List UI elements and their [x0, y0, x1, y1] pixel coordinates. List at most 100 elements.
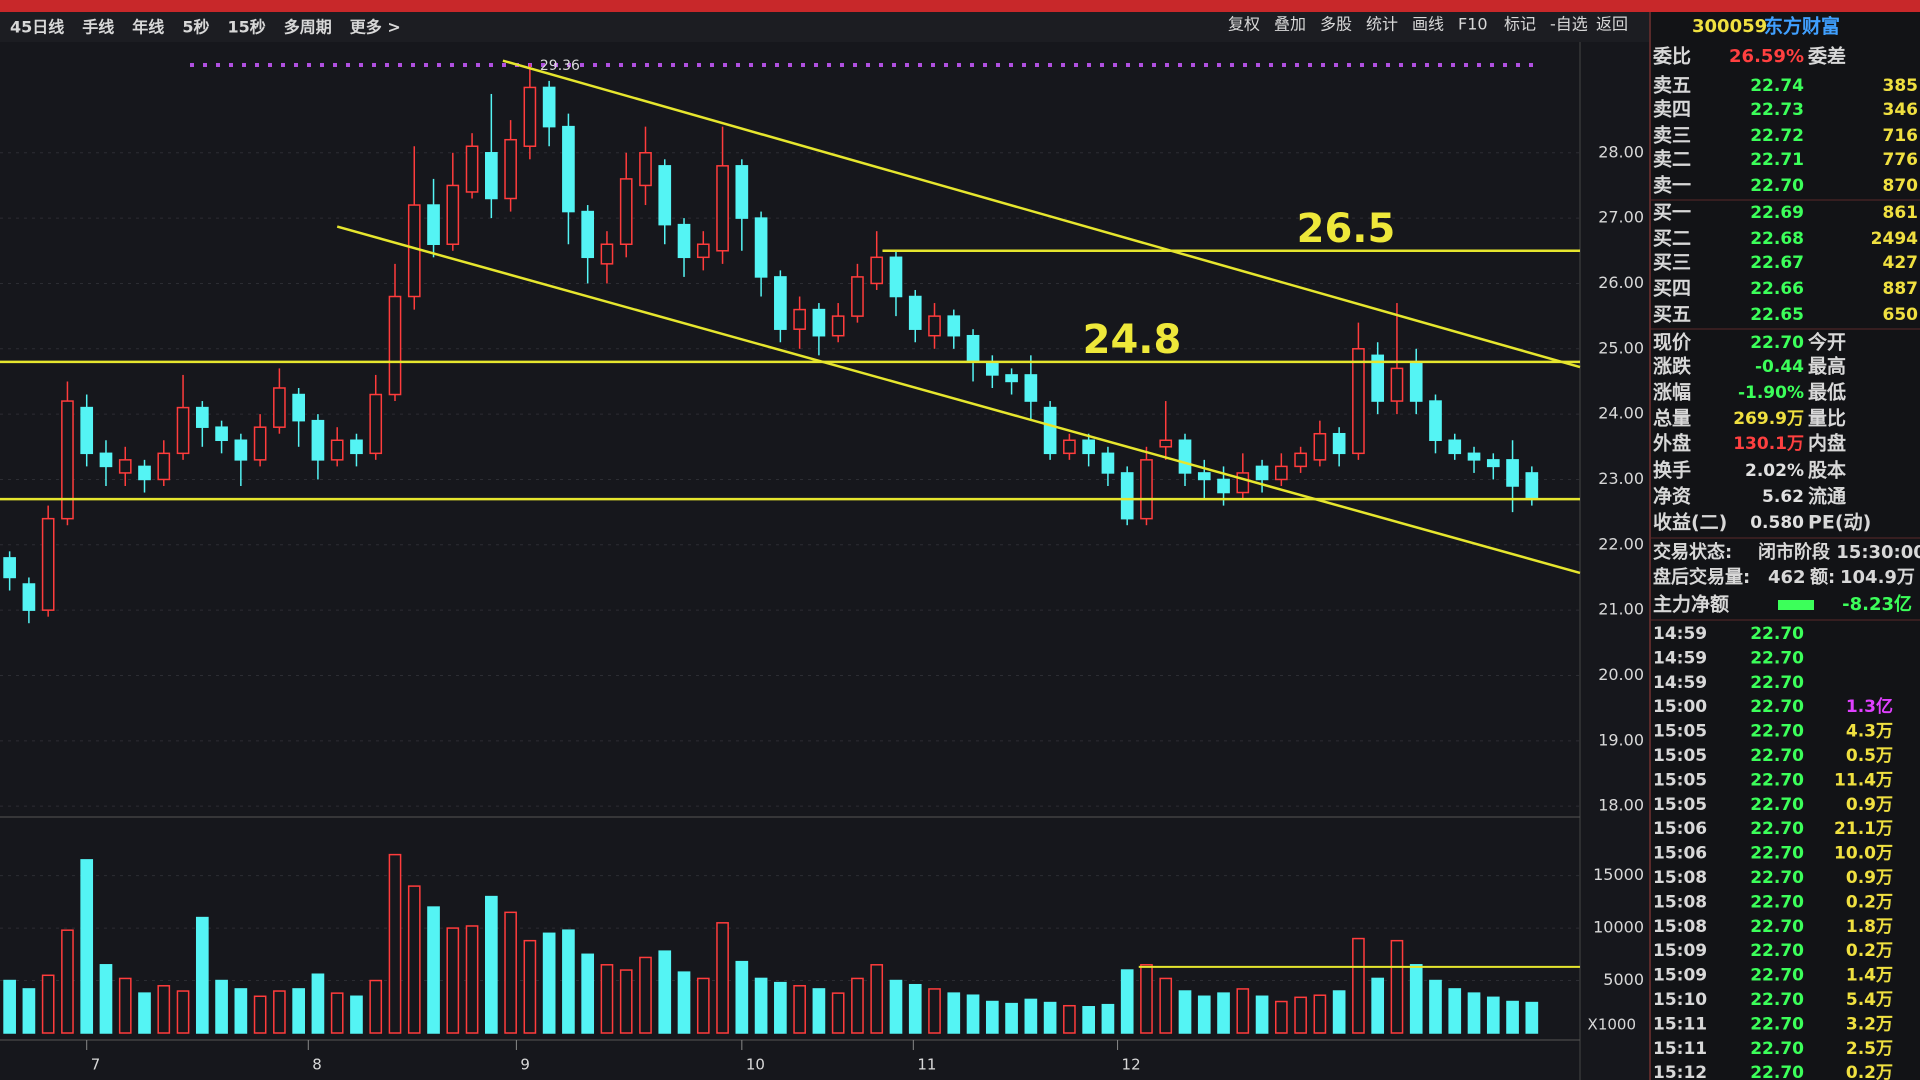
- candle-body: [407, 204, 421, 298]
- stat-label: 股本: [1808, 459, 1846, 482]
- candle-body: [870, 256, 884, 285]
- candle-body: [985, 361, 999, 376]
- trade-price: 22.70: [1750, 746, 1804, 766]
- candle-body: [1294, 452, 1307, 468]
- order-volume: 385: [1883, 76, 1919, 96]
- candle-body: [273, 387, 286, 428]
- trade-time: 15:10: [1653, 990, 1707, 1010]
- candle-body: [1352, 348, 1365, 455]
- toolbar-button[interactable]: 复权: [1228, 15, 1260, 34]
- amount: 104.9万: [1840, 567, 1915, 588]
- toolbar-button[interactable]: 5秒: [182, 18, 209, 37]
- toolbar-button[interactable]: 画线: [1412, 15, 1444, 34]
- volume-bar: [851, 977, 864, 1034]
- trade-price: 22.70: [1750, 697, 1804, 717]
- candle-body: [292, 393, 305, 422]
- toolbar-button[interactable]: 15秒: [227, 18, 265, 37]
- volume-bar: [273, 990, 286, 1034]
- order-label: 买五: [1653, 304, 1691, 326]
- candle-body: [793, 308, 806, 330]
- volume-bar: [1120, 969, 1134, 1034]
- candle-body: [1082, 439, 1095, 455]
- trade-time: 15:08: [1653, 868, 1707, 888]
- volume-tick-label: 15000: [1593, 865, 1644, 884]
- trade-volume: 1.3亿: [1846, 696, 1893, 717]
- candle-body: [22, 583, 36, 611]
- trend-line: [336, 225, 1581, 575]
- toolbar-button[interactable]: 多周期: [284, 18, 332, 37]
- candle-body: [1467, 452, 1481, 461]
- candle-body: [966, 334, 980, 363]
- volume-bar: [176, 990, 190, 1034]
- stat-label: 收益(二): [1653, 511, 1727, 534]
- order-price: 22.65: [1750, 305, 1804, 325]
- order-volume: 776: [1883, 150, 1919, 170]
- toolbar-button[interactable]: 标记: [1504, 15, 1536, 34]
- volume-bar: [639, 956, 652, 1034]
- volume-bar: [292, 988, 305, 1034]
- stat-label: 流通: [1808, 485, 1847, 508]
- candle-body: [80, 406, 94, 455]
- trade-time: 15:11: [1653, 1014, 1707, 1034]
- toolbar-button[interactable]: 年线: [132, 18, 164, 37]
- label: 委比: [1652, 46, 1691, 68]
- toolbar-button[interactable]: -自选: [1550, 15, 1588, 34]
- trade-price: 22.70: [1750, 917, 1804, 937]
- volume-bar: [1043, 1001, 1057, 1034]
- trade-time: 15:05: [1653, 795, 1707, 815]
- order-label: 买四: [1653, 278, 1691, 300]
- toolbar-button[interactable]: 更多 >: [350, 18, 401, 37]
- volume-bar: [465, 925, 479, 1034]
- volume-bar: [138, 992, 151, 1034]
- volume-bar: [1371, 977, 1385, 1034]
- toolbar-button[interactable]: 返回: [1596, 15, 1628, 34]
- trade-volume: 0.2万: [1846, 892, 1893, 912]
- toolbar-button[interactable]: 45日线: [10, 18, 64, 37]
- candle-body: [1332, 432, 1346, 455]
- toolbar-button[interactable]: F10: [1458, 15, 1488, 34]
- order-price: 22.67: [1750, 253, 1804, 273]
- volume-tick-label: 5000: [1603, 970, 1644, 989]
- volume-bar: [562, 929, 575, 1034]
- toolbar-button[interactable]: 多股: [1320, 15, 1352, 34]
- order-label: 卖三: [1653, 125, 1691, 147]
- order-volume: 870: [1883, 176, 1919, 196]
- toolbar-button[interactable]: 统计: [1366, 15, 1398, 34]
- x-tick-label: 11: [917, 1056, 936, 1074]
- trade-price: 22.70: [1750, 819, 1804, 839]
- order-label: 买二: [1653, 228, 1691, 250]
- main-value: -8.23亿: [1842, 593, 1912, 615]
- candle-body: [619, 178, 633, 245]
- volume-bar: [80, 859, 94, 1034]
- stock-name: 东方财富: [1764, 15, 1840, 38]
- toolbar-button[interactable]: 叠加: [1274, 15, 1306, 34]
- stat-label: 现价: [1653, 332, 1692, 354]
- trade-price: 22.70: [1750, 892, 1804, 912]
- volume-bar: [831, 992, 845, 1034]
- volume-bar: [1236, 988, 1250, 1034]
- candle-body: [388, 295, 402, 396]
- volume-bar: [754, 977, 768, 1034]
- candle-body: [658, 165, 672, 226]
- y-tick-label: 20.00: [1598, 665, 1644, 684]
- trade-volume: 0.9万: [1846, 868, 1893, 888]
- x-tick-label: 8: [312, 1056, 322, 1074]
- candle-body: [1255, 465, 1269, 481]
- volume-bar: [215, 979, 228, 1034]
- candle-body: [1101, 452, 1115, 474]
- candle-body: [774, 276, 787, 330]
- trade-price: 22.70: [1750, 624, 1804, 644]
- volume-bar: [1275, 1000, 1288, 1034]
- volume-bar: [427, 906, 440, 1034]
- stat-label: 涨幅: [1653, 381, 1691, 404]
- volume-bar: [1294, 996, 1307, 1034]
- trade-time: 15:09: [1653, 966, 1707, 986]
- order-price: 22.68: [1750, 229, 1804, 249]
- order-volume: 427: [1883, 253, 1919, 273]
- stat-value: 269.9万: [1733, 409, 1804, 429]
- candle-body: [696, 243, 710, 259]
- stat-label: 内盘: [1808, 432, 1846, 455]
- stock-code: 300059: [1692, 16, 1767, 37]
- toolbar-button[interactable]: 手线: [82, 18, 114, 37]
